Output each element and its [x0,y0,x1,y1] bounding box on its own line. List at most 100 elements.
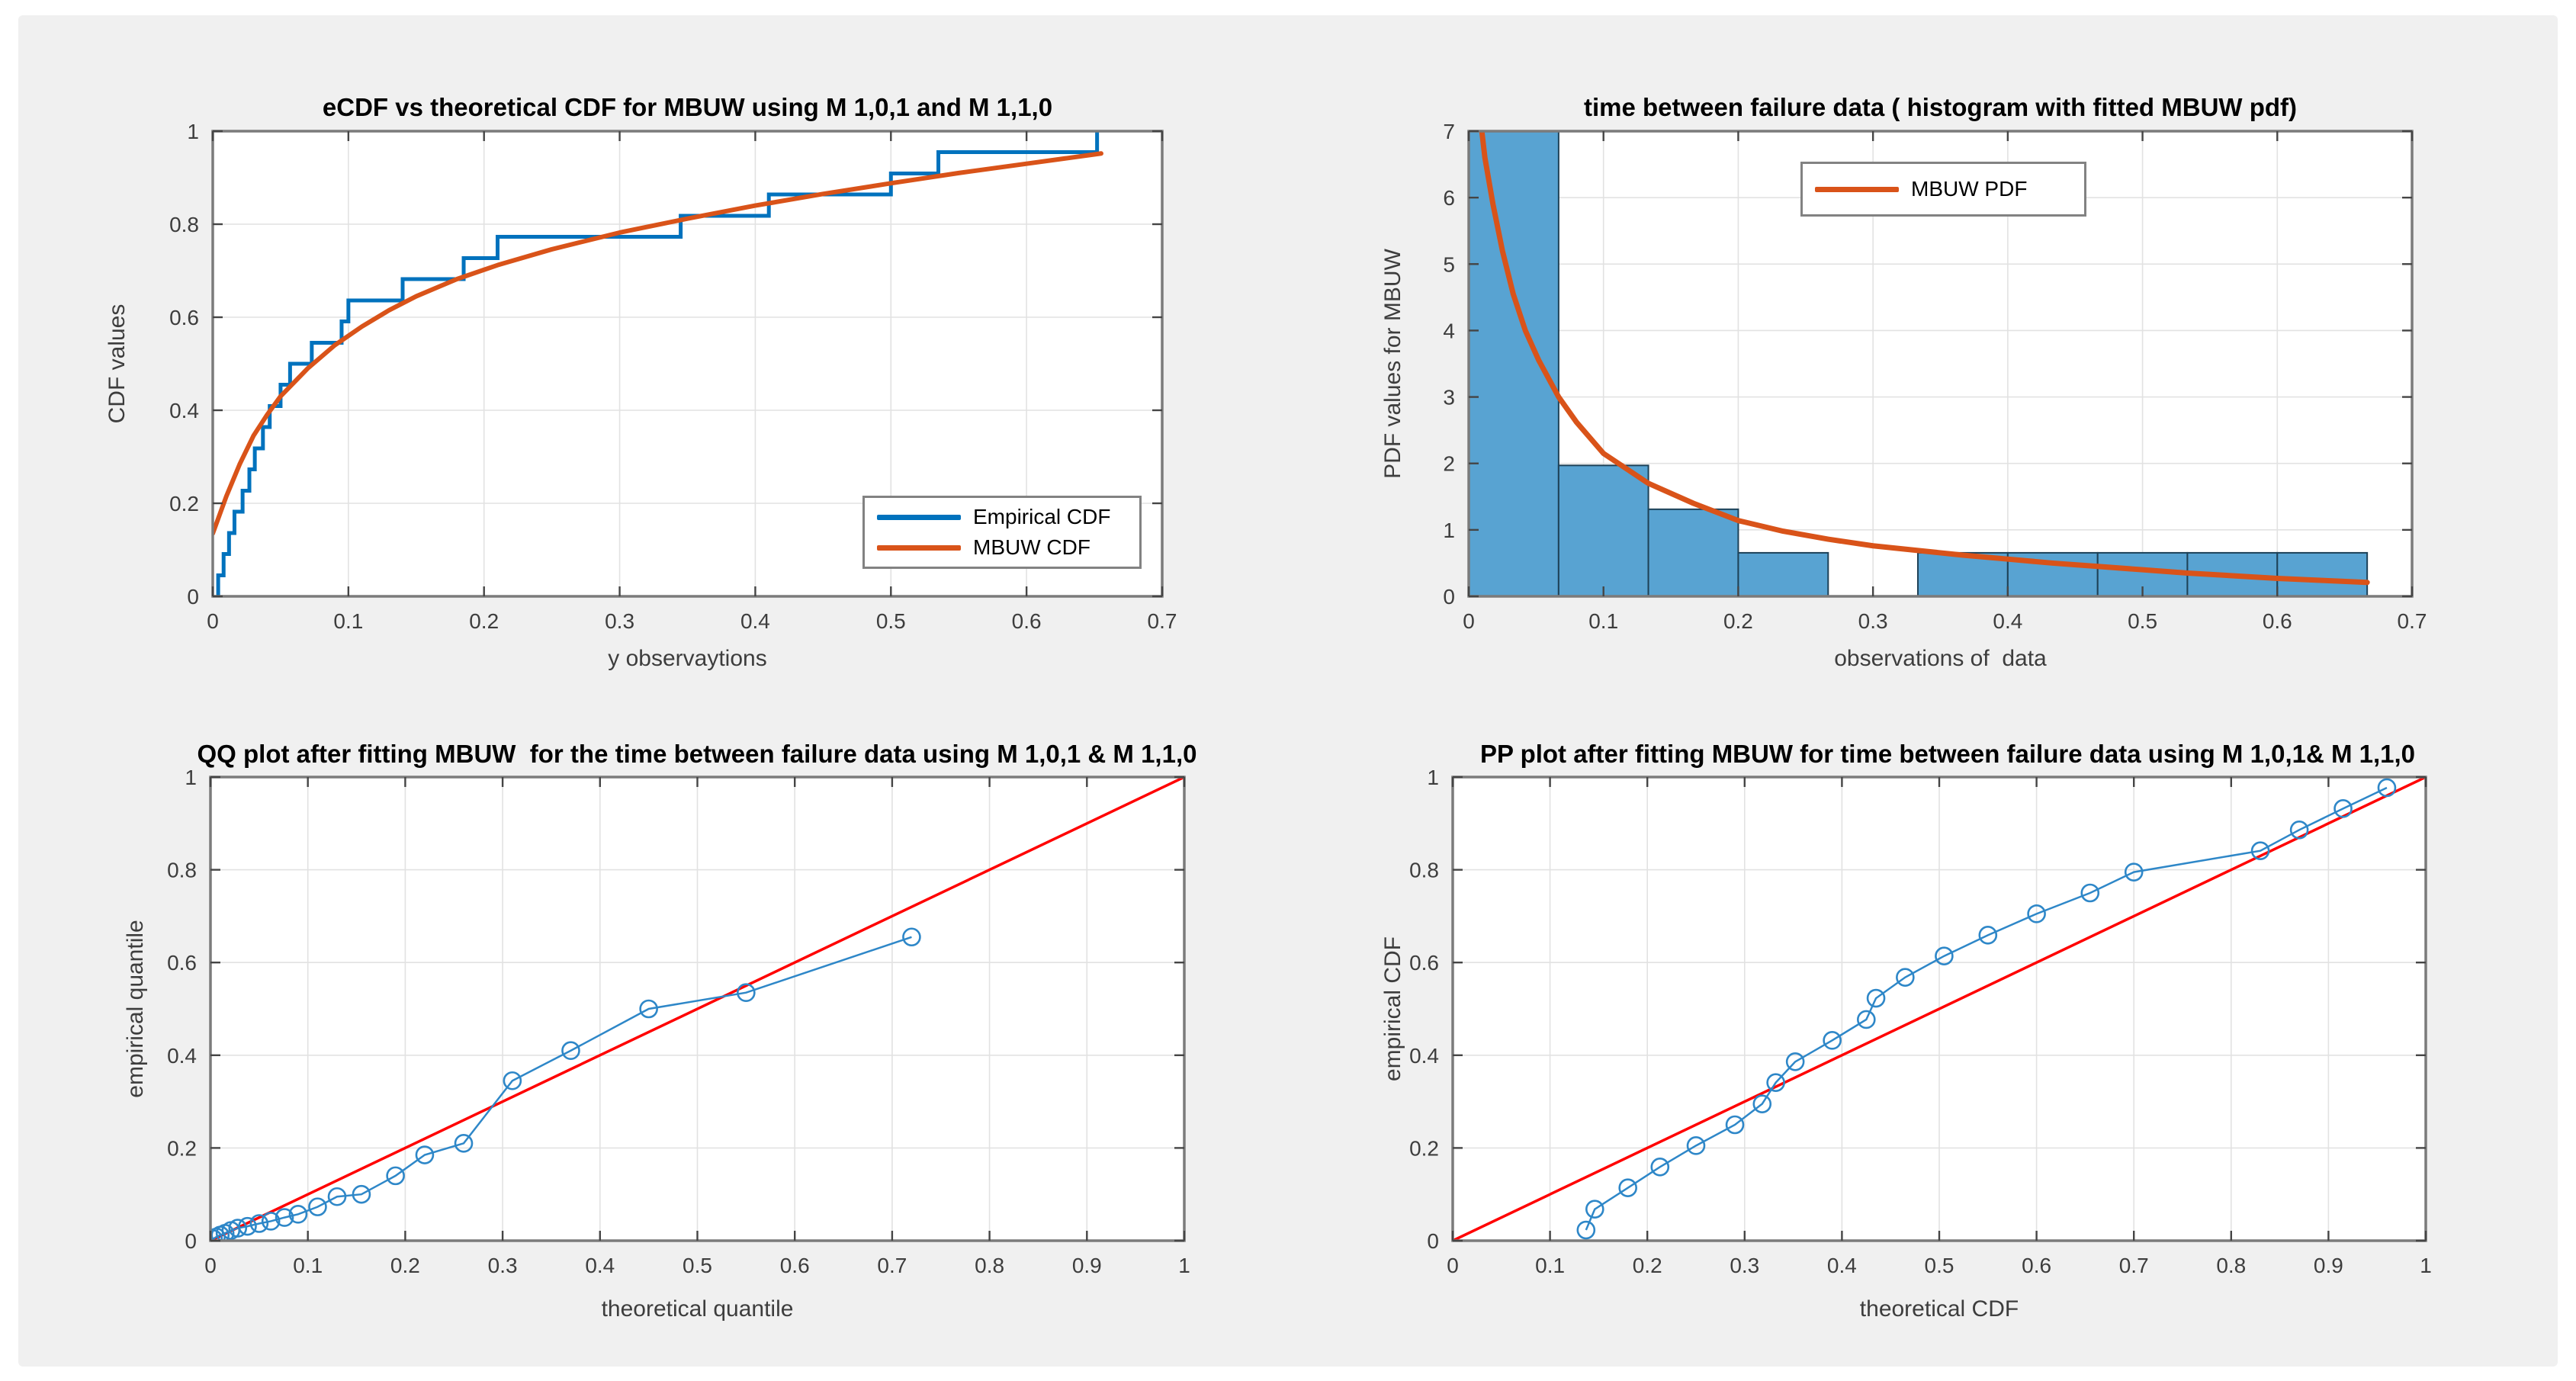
histogram-bar [1557,464,1649,597]
scatter-marker [1896,968,1915,987]
y-tick-label: 0.6 [169,306,199,329]
y-tick-label: 0 [185,1229,197,1253]
y-tick-label: 2 [1443,452,1455,476]
x-tick-label: 0.1 [293,1254,323,1277]
scatter-marker [1752,1094,1772,1113]
x-tick-label: 0.2 [1723,609,1753,633]
scatter-marker [503,1071,522,1090]
y-tick-label: 1 [187,120,199,143]
x-tick-label: 0 [204,1254,217,1277]
qq-y-axis-label: empirical quantile [123,920,148,1098]
histogram-y-axis-label: PDF values for MBUW [1380,249,1405,479]
scatter-connecting-line [1585,786,2388,1231]
x-tick-label: 0.4 [1827,1254,1857,1277]
figure-canvas: eCDF vs theoretical CDF for MBUW using M… [18,15,2558,1367]
pp-x-axis-label: theoretical CDF [1859,1296,2019,1322]
histogram-bar [2276,551,2369,597]
x-tick-label: 0.6 [780,1254,810,1277]
curve-line [1479,130,2370,586]
x-tick-label: 0.7 [877,1254,907,1277]
x-tick-label: 0.4 [1993,609,2022,633]
curve-line [212,151,1103,536]
x-tick-label: 0.3 [488,1254,518,1277]
scatter-marker [261,1212,281,1231]
scatter-marker [228,1219,248,1238]
qq-plot-area: 0 0.1 0.2 0.3 0.4 0.5 0.6 0.7 0.8 0.9 1 0 0.2 0.4 0.6 0… [167,766,1190,1277]
scatter-marker [1935,946,1954,965]
pp-plot-canvas: 0 0.1 0.2 0.3 0.4 0.5 0.6 0.7 0.8 0.9 1 0 0.2 0.4 0.6 0… [1409,766,2432,1277]
y-tick-label: 1 [1427,766,1439,789]
ecdf-legend: Empirical CDF MBUW CDF [862,496,1142,569]
x-tick-label: 0.8 [975,1254,1004,1277]
y-tick-label: 5 [1443,252,1455,276]
ecdf-plot-canvas: 0 0.1 0.2 0.3 0.4 0.5 0.6 0.7 0 0.2 0.4 0.6 0.8 1 [169,120,1177,633]
x-tick-label: 0.7 [1148,609,1177,633]
curve-line [1452,776,2427,1241]
y-tick-label: 0.2 [169,492,199,515]
scatter-marker [2124,862,2144,882]
scatter-marker [327,1187,347,1206]
scatter-marker [275,1208,294,1227]
x-tick-label: 0 [207,609,219,633]
histogram-bar [1737,551,1829,597]
histogram-bar [1468,130,1559,597]
scatter-marker [1576,1220,1596,1240]
y-tick-label: 0.4 [1409,1044,1439,1068]
histogram-legend: MBUW PDF [1800,162,2086,217]
mbuw-cdf-line-swatch [877,544,961,551]
y-tick-label: 0.8 [169,213,199,236]
scatter-marker [1618,1178,1637,1197]
y-tick-label: 0.8 [1409,859,1439,882]
x-tick-label: 0.1 [1535,1254,1565,1277]
ecdf-chart-title: eCDF vs theoretical CDF for MBUW using M… [322,93,1053,121]
scatter-marker [2080,883,2100,903]
x-tick-label: 0.7 [2398,609,2427,633]
x-tick-label: 0.4 [585,1254,615,1277]
y-tick-label: 0.4 [167,1044,197,1068]
x-tick-label: 1 [2420,1254,2432,1277]
scatter-marker [249,1214,269,1233]
legend-label: Empirical CDF [973,505,1111,528]
scatter-marker [2250,841,2270,860]
x-tick-label: 0.9 [1072,1254,1102,1277]
scatter-marker [386,1166,405,1186]
scatter-marker [352,1184,371,1204]
scatter-marker [1823,1031,1842,1050]
y-tick-label: 0.8 [167,859,197,882]
x-tick-label: 0.5 [2128,609,2157,633]
x-tick-label: 0.4 [740,609,770,633]
x-tick-label: 0.2 [469,609,499,633]
scatter-marker [1585,1200,1604,1219]
x-tick-label: 0.1 [1588,609,1618,633]
y-tick-label: 6 [1443,186,1455,210]
qq-plot-canvas: 0 0.1 0.2 0.3 0.4 0.5 0.6 0.7 0.8 0.9 1 0 0.2 0.4 0.6 0… [167,766,1190,1277]
y-tick-label: 0 [1443,585,1455,609]
y-tick-label: 0.6 [167,951,197,975]
x-tick-label: 0.6 [2022,1254,2051,1277]
x-tick-label: 0.7 [2119,1254,2149,1277]
y-tick-label: 0.2 [167,1136,197,1160]
y-tick-label: 1 [185,766,197,789]
scatter-marker [2377,778,2397,798]
x-tick-label: 0.6 [2263,609,2292,633]
x-tick-label: 0 [1447,1254,1459,1277]
scatter-marker [1978,926,1998,945]
y-tick-label: 4 [1443,319,1455,342]
pp-plot-area: 0 0.1 0.2 0.3 0.4 0.5 0.6 0.7 0.8 0.9 1 0 0.2 0.4 0.6 0… [1409,766,2432,1277]
legend-row: MBUW PDF [1815,177,2072,201]
mbuw-pdf-line-swatch [1815,186,1899,192]
scatter-marker [2333,799,2353,818]
scatter-marker [238,1216,257,1236]
y-tick-label: 3 [1443,386,1455,409]
ecdf-plot-area: 0 0.1 0.2 0.3 0.4 0.5 0.6 0.7 0 0.2 0.4 0.6 0.8 1 Emp… [169,120,1177,633]
y-tick-label: 0.6 [1409,951,1439,975]
scatter-marker [415,1145,435,1164]
x-tick-label: 0.2 [390,1254,420,1277]
axes-box [1467,130,2414,598]
legend-row: Empirical CDF [877,505,1127,529]
x-tick-label: 0 [1463,609,1475,633]
y-tick-label: 1 [1443,519,1455,542]
ecdf-y-axis-label: CDF values [104,303,130,424]
curve-line [210,776,1185,1241]
